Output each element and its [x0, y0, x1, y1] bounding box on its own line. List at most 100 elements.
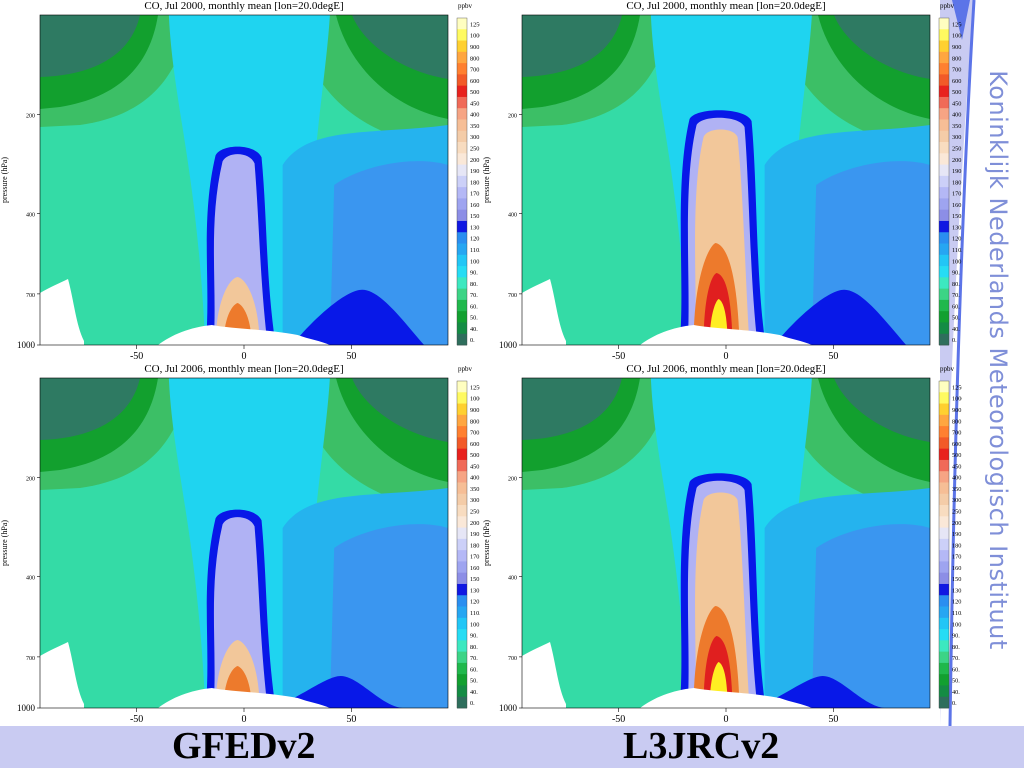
- colorbar-swatch: [457, 674, 467, 686]
- x-tick-label: 50: [828, 714, 838, 725]
- colorbar-swatch: [457, 471, 467, 483]
- colorbar-swatch: [457, 175, 467, 188]
- strat-dark-right: [834, 15, 930, 79]
- colorbar-label: 350.: [952, 123, 962, 130]
- x-tick-label: -50: [130, 351, 143, 362]
- colorbar-label: 450.: [952, 100, 962, 107]
- colorbar-swatch: [939, 392, 949, 404]
- colorbar-label: 190.: [470, 168, 480, 175]
- colorbar-label: 60.: [952, 303, 960, 310]
- colorbar-swatch: [939, 629, 949, 641]
- strat-dark-left: [522, 15, 622, 77]
- colorbar-swatch: [939, 198, 949, 211]
- colorbar-swatch: [457, 448, 467, 461]
- plot-area: [40, 378, 448, 708]
- colorbar-swatch: [939, 459, 949, 472]
- colorbar-label: 200.: [470, 157, 480, 164]
- colorbar-swatch: [457, 640, 467, 653]
- strat-dark-right: [352, 378, 448, 442]
- panel-bottom-right: CO, Jul 2006, monthly mean [lon=20.0degE…: [482, 363, 962, 725]
- caption-gfedv2: GFEDv2: [172, 725, 316, 767]
- colorbar-label: 180.: [470, 179, 480, 186]
- colorbar-label: 200.: [952, 157, 962, 164]
- colorbar-swatch: [939, 583, 949, 596]
- colorbar-label: 80.: [952, 644, 960, 651]
- topography-africa: [640, 688, 812, 708]
- y-tick-label: 200: [508, 113, 517, 119]
- colorbar-swatch: [939, 108, 949, 120]
- topography-africa: [640, 325, 812, 345]
- colorbar-swatch: [939, 175, 949, 188]
- colorbar-label: 700.: [470, 67, 480, 74]
- colorbar-swatch: [457, 288, 467, 301]
- colorbar-swatch: [939, 662, 949, 675]
- chart-title: CO, Jul 2000, monthly mean [lon=20.0degE…: [626, 0, 825, 12]
- colorbar-label: 170.: [470, 191, 480, 198]
- colorbar-swatch: [939, 63, 949, 75]
- colorbar-swatch: [939, 29, 949, 41]
- colorbar-swatch: [939, 232, 949, 244]
- colorbar-label: 190.: [470, 531, 480, 538]
- colorbar-swatch: [457, 685, 467, 698]
- colorbar-label: 0.: [952, 700, 957, 707]
- colorbar-swatch: [939, 448, 949, 461]
- colorbar-swatch: [939, 333, 949, 346]
- colorbar-swatch: [457, 74, 467, 87]
- caption-band: [0, 726, 1024, 768]
- colorbar-label: 40.: [952, 689, 960, 696]
- colorbar-swatch: [457, 583, 467, 596]
- colorbar-label: 130.: [952, 224, 962, 231]
- colorbar-label: 450.: [470, 100, 480, 107]
- colorbar-swatch: [457, 527, 467, 540]
- colorbar-label: 60.: [952, 666, 960, 673]
- colorbar-label: 300.: [470, 497, 480, 504]
- colorbar-swatch: [457, 322, 467, 335]
- secondary-plume: [292, 289, 425, 345]
- colorbar-swatch: [939, 550, 949, 562]
- plot-area: [522, 15, 930, 345]
- colorbar-label: 170.: [952, 554, 962, 561]
- colorbar-label: 800.: [470, 55, 480, 62]
- colorbar-swatch: [457, 243, 467, 256]
- colorbar-label: 50.: [470, 315, 478, 322]
- colorbar-label: 120.: [470, 236, 480, 243]
- colorbar-label: 40.: [952, 326, 960, 333]
- colorbar-swatch: [939, 130, 949, 143]
- colorbar-unit: ppbv: [940, 365, 955, 373]
- colorbar-label: 70.: [470, 655, 478, 662]
- colorbar-swatch: [939, 482, 949, 495]
- x-tick-label: 50: [346, 351, 356, 362]
- colorbar-swatch: [939, 381, 949, 393]
- colorbar-unit: ppbv: [940, 2, 955, 10]
- x-tick-label: -50: [612, 714, 625, 725]
- y-axis-label: pressure (hPa): [482, 157, 491, 203]
- colorbar-swatch: [457, 482, 467, 495]
- colorbar-swatch: [457, 662, 467, 675]
- colorbar-label: 1250.: [470, 384, 480, 391]
- x-tick-label: 50: [828, 351, 838, 362]
- panel-top-right: CO, Jul 2000, monthly mean [lon=20.0degE…: [482, 0, 962, 362]
- colorbar-swatch: [457, 85, 467, 98]
- colorbar-swatch: [457, 516, 467, 528]
- colorbar-label: 400.: [952, 112, 962, 119]
- colorbar-label: 180.: [470, 542, 480, 549]
- colorbar-label: 900.: [470, 44, 480, 51]
- colorbar-swatch: [457, 426, 467, 438]
- colorbar-frame: [456, 380, 468, 709]
- colorbar-swatch: [457, 40, 467, 53]
- colorbar-frame: [938, 17, 950, 346]
- colorbar-frame: [938, 380, 950, 709]
- colorbar-label: 300.: [952, 497, 962, 504]
- y-tick-label: 700: [508, 293, 517, 299]
- y-tick-label: 200: [26, 113, 35, 119]
- colorbar-label: 700.: [470, 430, 480, 437]
- colorbar-unit: ppbv: [458, 365, 473, 373]
- colorbar-label: 170.: [470, 554, 480, 561]
- colorbar-label: 50.: [952, 678, 960, 685]
- colorbar-swatch: [457, 96, 467, 109]
- chart-title: CO, Jul 2006, monthly mean [lon=20.0degE…: [144, 363, 343, 375]
- colorbar-label: 70.: [952, 292, 960, 299]
- colorbar-label: 400.: [470, 112, 480, 119]
- colorbar-swatch: [457, 63, 467, 75]
- colorbar-swatch: [457, 617, 467, 630]
